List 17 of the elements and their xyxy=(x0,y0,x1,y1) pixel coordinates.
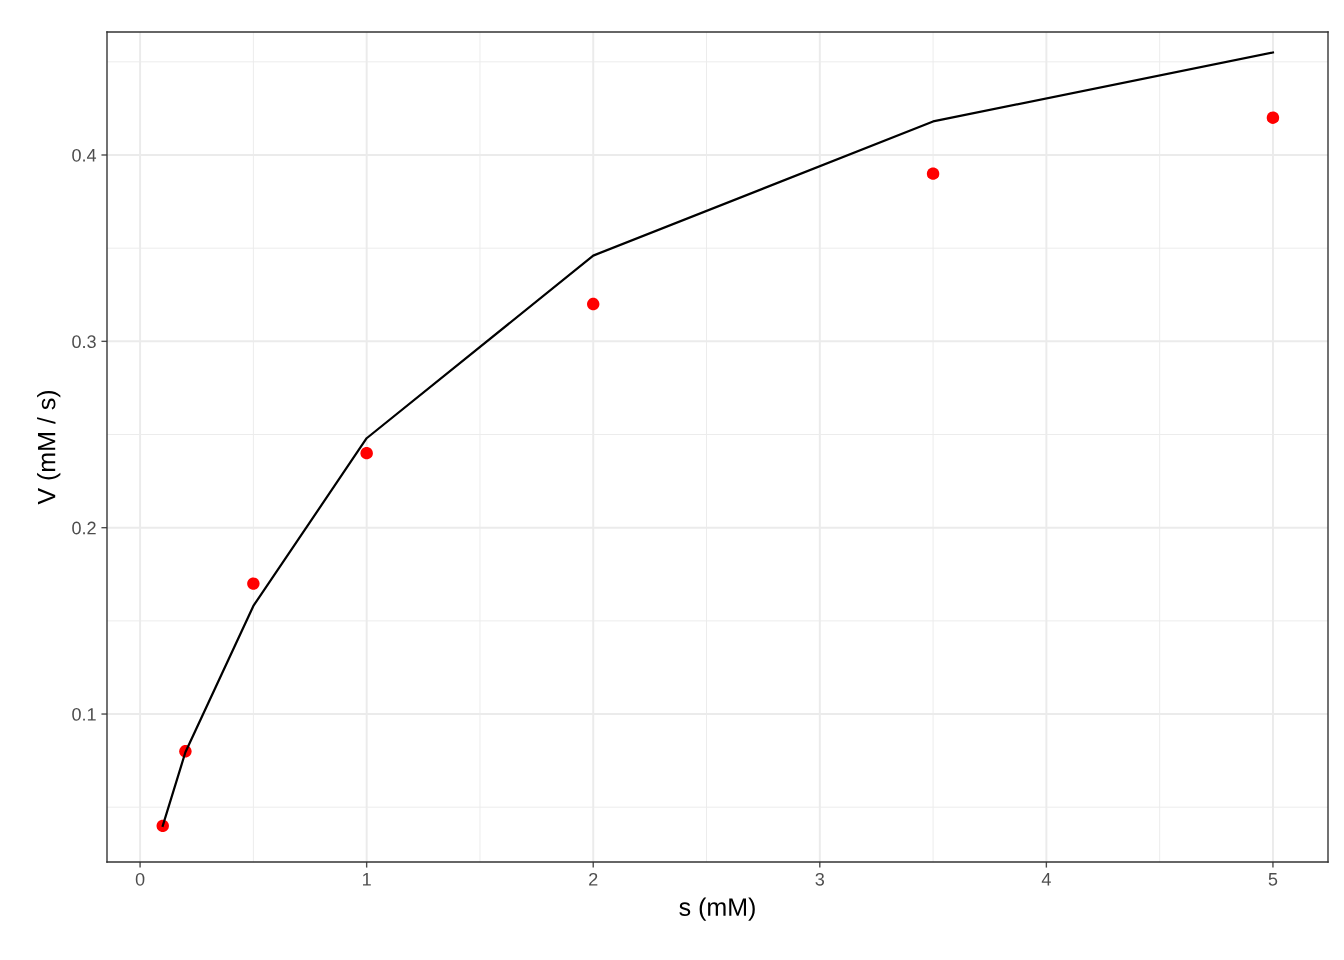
point xyxy=(360,446,373,460)
point xyxy=(587,297,600,311)
x-tick-label: 5 xyxy=(1268,873,1278,886)
x-axis-title: s (mM) xyxy=(679,897,755,921)
x-tick-label: 4 xyxy=(1041,873,1051,886)
point xyxy=(1266,111,1280,124)
x-tick-label: 2 xyxy=(589,872,598,886)
y-tick-label: 0.1 xyxy=(72,707,96,721)
y-tick-label: 0.3 xyxy=(72,335,96,349)
x-tick-label: 3 xyxy=(815,872,825,886)
x-tick-label: 1 xyxy=(363,873,371,886)
x-tick-label: 0 xyxy=(135,872,145,886)
y-axis-title: V (mM / s) xyxy=(37,390,61,505)
y-tick-label: 0.4 xyxy=(72,148,97,162)
y-tick-label: 0.2 xyxy=(72,521,96,535)
point xyxy=(926,167,940,180)
point xyxy=(247,577,260,590)
